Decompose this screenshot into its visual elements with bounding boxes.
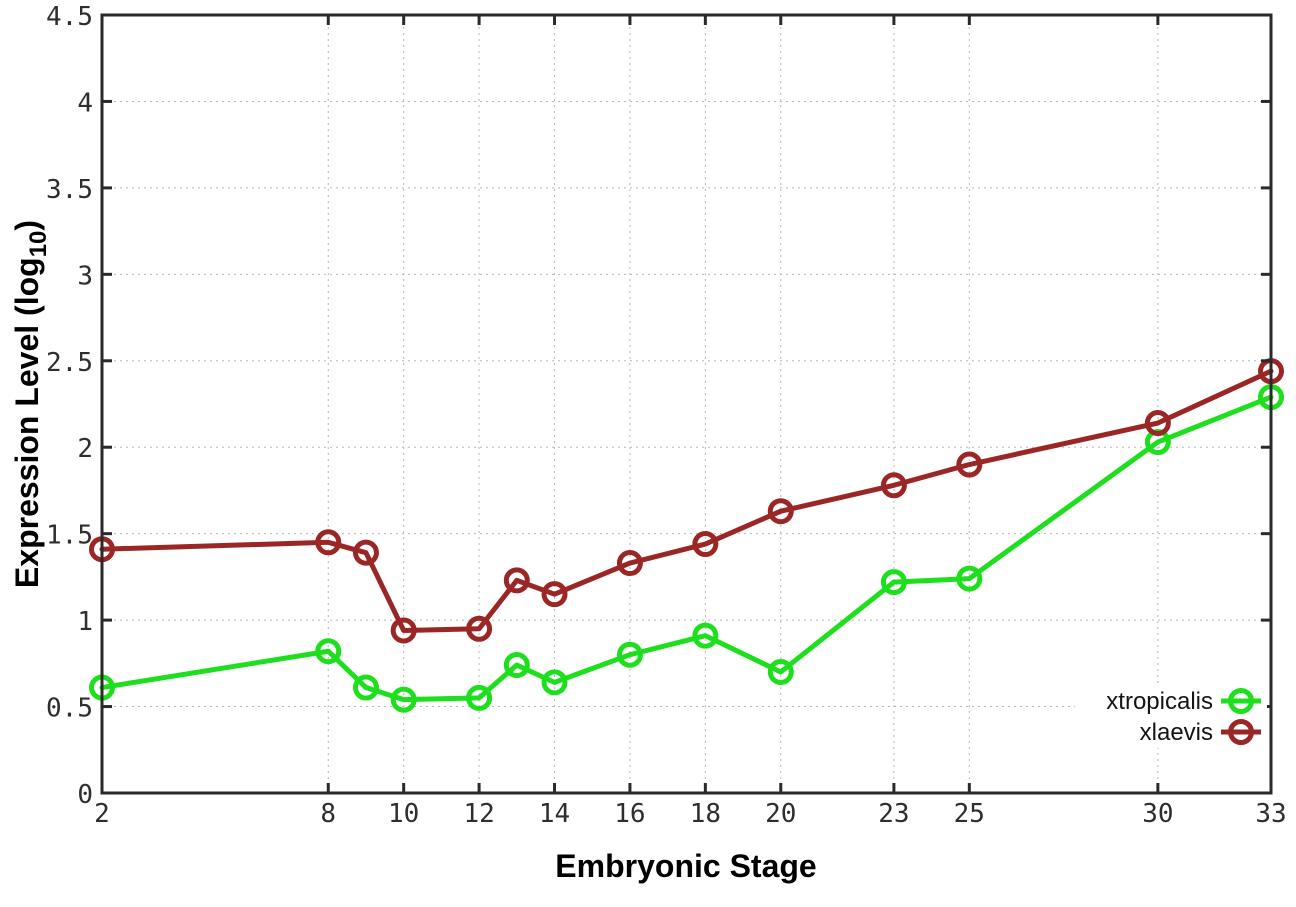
data-point-xlaevis (466, 615, 493, 642)
x-tick-label: 33 (1255, 799, 1286, 829)
x-tick-label: 30 (1142, 799, 1173, 829)
legend-label: xtropicalis (1106, 688, 1213, 715)
data-point-xtropicalis (503, 652, 530, 679)
x-tick-label: 12 (463, 799, 494, 829)
y-tick-label: 3.5 (46, 175, 93, 205)
data-point-xtropicalis (767, 658, 794, 685)
legend-entry-xtropicalis: xtropicalis (1106, 688, 1261, 715)
legend-label: xlaevis (1140, 719, 1213, 746)
data-point-xlaevis (692, 531, 719, 558)
legend-marker-sample (1228, 719, 1254, 745)
x-tick-label: 16 (614, 799, 645, 829)
tick-layer (100, 13, 1273, 795)
x-tick-label: 10 (388, 799, 419, 829)
data-point-xtropicalis (541, 669, 568, 696)
y-tick-label: 1.5 (46, 521, 93, 551)
y-axis-title: Expression Level (log10) (9, 220, 52, 588)
data-point-xlaevis (541, 581, 568, 608)
data-point-xtropicalis (616, 641, 643, 668)
x-axis-title: Embryonic Stage (555, 848, 816, 884)
data-point-xlaevis (1144, 410, 1171, 437)
data-point-xtropicalis (315, 638, 342, 665)
plot-border (100, 13, 1273, 795)
data-point-xlaevis (352, 539, 379, 566)
data-point-xlaevis (767, 498, 794, 525)
data-point-xtropicalis (352, 674, 379, 701)
y-tick-label: 0 (77, 780, 93, 810)
data-point-xlaevis (503, 567, 530, 594)
tick-label-layer: 2 8 10 12 14 16 18 20 23 25 30 33 0 0.5 1 1.5 2 2.5 3 3.5 4 4… (46, 2, 1287, 829)
data-point-xtropicalis (880, 569, 907, 596)
y-tick-label: 2 (77, 434, 93, 464)
y-tick-label: 4.5 (46, 2, 93, 32)
x-tick-label: 23 (878, 799, 909, 829)
data-point-xtropicalis (390, 686, 417, 713)
y-tick-label: 1 (77, 607, 93, 637)
y-tick-label: 3 (77, 261, 93, 291)
series-line-xlaevis (99, 368, 1274, 633)
data-point-xlaevis (390, 617, 417, 644)
data-point-xtropicalis (956, 565, 983, 592)
data-point-xtropicalis (466, 684, 493, 711)
x-tick-label: 25 (954, 799, 985, 829)
legend: xtropicalis xlaevis (1075, 684, 1267, 748)
data-point-xtropicalis (692, 622, 719, 649)
x-tick-label: 18 (690, 799, 721, 829)
data-point-xlaevis (880, 472, 907, 499)
data-point-xlaevis (616, 550, 643, 577)
series-layer (89, 358, 1284, 713)
x-tick-label: 2 (94, 799, 110, 829)
series-xlaevis (89, 358, 1284, 644)
x-tick-label: 8 (320, 799, 336, 829)
x-tick-label: 20 (765, 799, 796, 829)
data-point-xlaevis (315, 529, 342, 556)
y-tick-label: 2.5 (46, 348, 93, 378)
data-point-xlaevis (956, 451, 983, 478)
grid-layer (102, 15, 1271, 793)
x-tick-label: 14 (539, 799, 570, 829)
legend-marker-sample (1228, 688, 1254, 714)
y-tick-label: 0.5 (46, 694, 93, 724)
y-tick-label: 4 (77, 88, 93, 118)
legend-entry-xlaevis: xlaevis (1140, 719, 1261, 746)
